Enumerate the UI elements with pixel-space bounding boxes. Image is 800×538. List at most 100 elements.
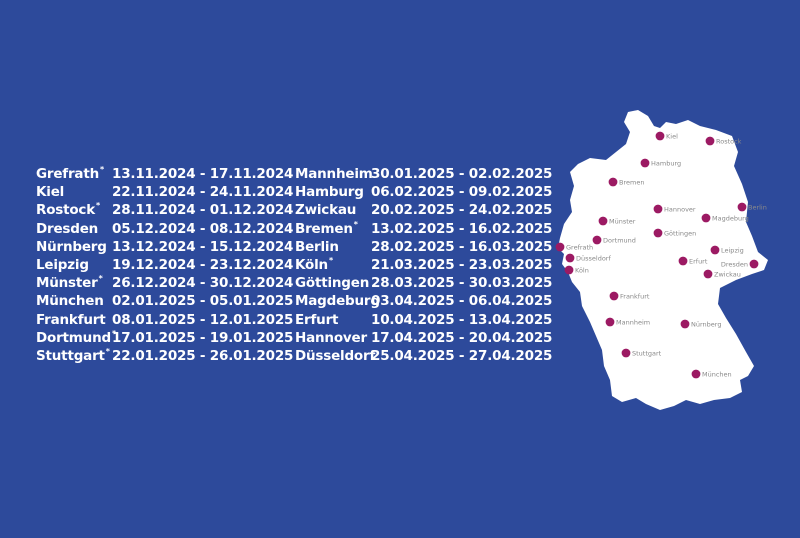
city-dot (621, 348, 631, 358)
city-name: Leipzig (36, 256, 89, 273)
map-city-label: Hamburg (651, 159, 681, 167)
footnote-star: * (98, 274, 103, 284)
date-range: 13.12.2024 - 15.12.2024 (112, 238, 294, 255)
schedule-row: Rostock* 28.11.2024 - 01.12.2024 (36, 197, 293, 219)
footnote-star: * (111, 328, 116, 338)
map-city-label: Stuttgart (632, 349, 662, 357)
map-city-marker: Düsseldorf (565, 253, 611, 263)
map-city-marker: Kiel (655, 131, 678, 141)
schedule-row: Grefrath* 13.11.2024 - 17.11.2024 (36, 161, 293, 182)
map-city-label: Erfurt (689, 257, 708, 265)
city-dot (609, 291, 619, 301)
date-range: 28.03.2025 - 30.03.2025 (371, 275, 553, 292)
city-name: Köln (295, 256, 328, 273)
footnote-star: * (328, 255, 333, 265)
date-range: 19.12.2024 - 23.12.2024 (112, 256, 294, 273)
map-city-label: Leipzig (721, 246, 744, 254)
schedule-row: Magdeburg03.04.2025 - 06.04.2025 (295, 288, 552, 310)
city-dot (710, 245, 720, 255)
map-city-label: Grefrath (566, 243, 593, 251)
date-range: 06.02.2025 - 09.02.2025 (371, 184, 553, 201)
city-dot (605, 317, 615, 327)
schedule-row: Hamburg 06.02.2025 - 09.02.2025 (295, 179, 552, 201)
city-dot (691, 369, 701, 379)
city-dot (564, 265, 574, 275)
map-city-marker: Hannover (653, 204, 696, 214)
map-city-label: München (702, 370, 732, 378)
schedule-row: Köln* 21.03.2025 - 23.03.2025 (295, 252, 552, 273)
date-range: 13.02.2025 - 16.02.2025 (371, 220, 553, 237)
date-range: 28.11.2024 - 01.12.2024 (112, 202, 294, 219)
city-name: Kiel (36, 184, 65, 201)
map-city-marker: Zwickau (703, 269, 741, 279)
schedule-row: Nürnberg 13.12.2024 - 15.12.2024 (36, 234, 293, 255)
date-range: 26.12.2024 - 30.12.2024 (112, 275, 294, 292)
city-name: Zwickau (295, 202, 357, 219)
schedule-row: Kiel 22.11.2024 - 24.11.2024 (36, 179, 293, 201)
schedule-row: Stuttgart* 22.01.2025 - 26.01.2025 (36, 343, 293, 364)
city-name: Stuttgart (36, 347, 105, 364)
schedule-row: Düsseldorf25.04.2025 - 27.04.2025 (295, 343, 552, 364)
city-dot (655, 131, 665, 141)
city-dot (701, 213, 711, 223)
date-range: 22.01.2025 - 26.01.2025 (112, 347, 294, 364)
schedule-row: Zwickau 20.02.2025 - 24.02.2025 (295, 197, 552, 219)
map-city-marker: Rostock (705, 136, 742, 146)
footnote-star: * (96, 201, 100, 211)
date-range: 02.01.2025 - 05.01.2025 (112, 293, 294, 310)
city-dot (680, 319, 690, 329)
map-city-marker: Nürnberg (680, 319, 721, 329)
map-city-label: Göttingen (664, 229, 696, 237)
map-city-label: Dresden (721, 260, 748, 268)
schedule-row: Frankfurt 08.01.2025 - 12.01.2025 (36, 307, 293, 328)
map-city-marker: Magdeburg (701, 213, 749, 223)
city-dot (749, 259, 759, 269)
map-city-label: Nürnberg (691, 320, 721, 328)
city-name: Mannheim (295, 166, 373, 182)
map-city-label: Köln (575, 266, 589, 274)
city-name: Grefrath (36, 166, 99, 182)
schedule-row: Münster* 26.12.2024 - 30.12.2024 (36, 270, 293, 292)
city-name: Magdeburg (295, 293, 380, 310)
city-name: Münster (36, 275, 98, 292)
schedule-row: Erfurt 10.04.2025 - 13.04.2025 (295, 307, 552, 328)
date-range: 17.01.2025 - 19.01.2025 (112, 329, 294, 346)
city-dot (678, 256, 688, 266)
schedule-row: Dresden 05.12.2024 - 08.12.2024 (36, 216, 293, 237)
date-range: 22.11.2024 - 24.11.2024 (112, 184, 294, 201)
map-city-marker: Mannheim (605, 317, 650, 327)
schedule-column-left: Grefrath* 13.11.2024 - 17.11.2024 Kiel 22.… (36, 161, 294, 364)
map-city-marker: Hamburg (640, 158, 681, 168)
city-name: Bremen (295, 220, 353, 237)
map-city-marker: Münster (598, 216, 636, 226)
schedule-column-right: Mannheim30.01.2025 - 02.02.2025 Hamburg 0… (295, 161, 553, 364)
map-city-label: Mannheim (616, 318, 650, 326)
map-city-marker: Köln (564, 265, 589, 275)
map-city-label: Münster (609, 217, 636, 225)
schedule-row: Dortmund*17.01.2025 - 19.01.2025 (36, 325, 293, 346)
city-name: Erfurt (295, 311, 339, 328)
map-city-marker: Frankfurt (609, 291, 650, 301)
map-city-label: Düsseldorf (576, 254, 611, 262)
date-range: 25.04.2025 - 27.04.2025 (371, 347, 553, 364)
city-dot (653, 204, 663, 214)
map-city-label: Kiel (666, 132, 678, 140)
city-dot (608, 177, 618, 187)
date-range: 17.04.2025 - 20.04.2025 (371, 329, 553, 346)
city-dot (598, 216, 608, 226)
map-city-marker: Bremen (608, 177, 644, 187)
city-name: Frankfurt (36, 311, 106, 328)
footnote-star: * (100, 165, 104, 174)
city-dot (737, 202, 747, 212)
city-name: Berlin (295, 238, 339, 255)
date-range: 20.02.2025 - 24.02.2025 (371, 202, 553, 219)
date-range: 08.01.2025 - 12.01.2025 (112, 311, 294, 328)
map-city-marker: Leipzig (710, 245, 744, 255)
city-dot (565, 253, 575, 263)
date-range: 10.04.2025 - 13.04.2025 (371, 311, 553, 328)
city-name: München (36, 293, 104, 310)
map-city-label: Magdeburg (712, 214, 749, 222)
map-city-label: Dortmund (603, 236, 636, 244)
city-name: Hamburg (295, 184, 364, 201)
city-name: Rostock (36, 202, 96, 219)
